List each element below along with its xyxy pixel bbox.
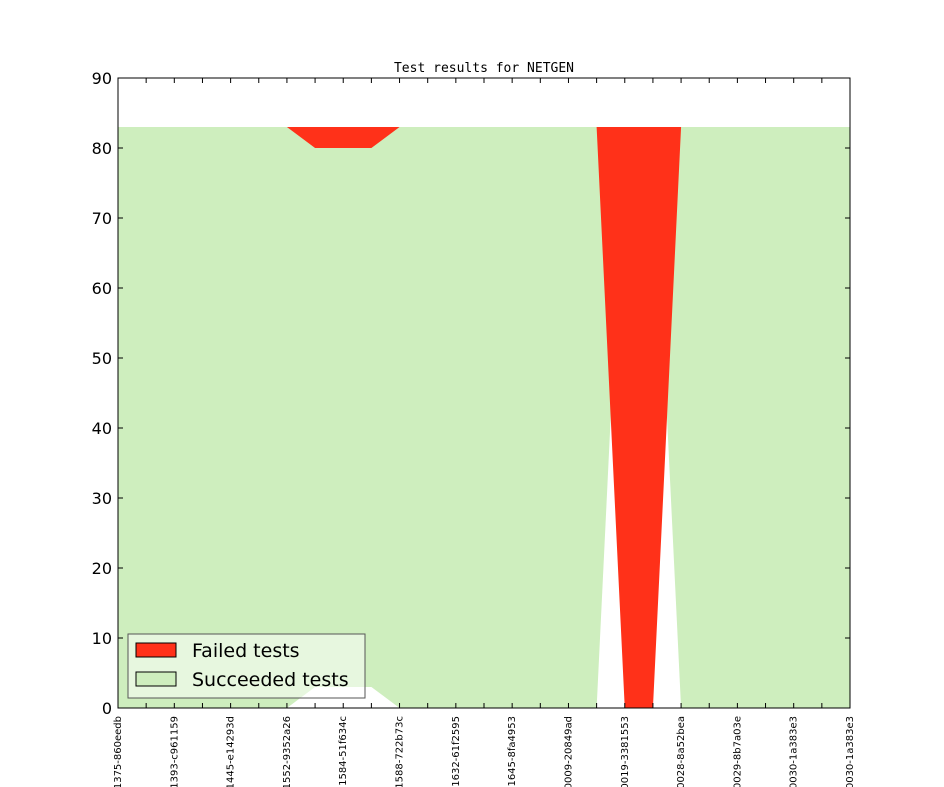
x-tick-label: 1632-61f2595 [451, 716, 462, 787]
y-tick-label: 90 [92, 69, 112, 88]
y-tick-label: 20 [92, 559, 112, 578]
x-tick-label: 0019-3381553 [620, 716, 631, 787]
x-tick-label: 0029-8b7a03e [732, 716, 743, 787]
y-tick-label: 10 [92, 629, 112, 648]
x-tick-label: 1375-860eedb [113, 716, 124, 787]
y-tick-label: 70 [92, 209, 112, 228]
legend-swatch [135, 642, 177, 658]
y-tick-label: 60 [92, 279, 112, 298]
x-tick-label: 0030-1a383e3 [845, 716, 856, 787]
x-tick-label: 1584-51f634c [338, 716, 349, 786]
x-tick-label: 0028-8a52bea [676, 716, 687, 787]
x-tick-label: 1645-8fa4953 [507, 716, 518, 787]
legend-label: Failed tests [192, 640, 300, 662]
y-tick-label: 0 [102, 699, 112, 718]
legend-label: Succeeded tests [192, 669, 349, 691]
x-tick-label: 1393-c961159 [169, 716, 180, 787]
x-tick-label: 0009-20849ad [563, 716, 574, 787]
x-tick-label: 1445-e14293d [226, 716, 237, 787]
y-axis: 0 10 20 30 40 50 60 70 80 90 [92, 69, 850, 718]
x-tick-label: 1588-722b73c [395, 716, 406, 787]
x-axis: 1375-860eedb 1393-c961159 1445-e14293d 1552… [113, 78, 856, 787]
x-tick-label: 1552-9352a26 [282, 716, 293, 787]
x-tick-label: 0030-1a383e3 [789, 716, 800, 787]
y-tick-label: 80 [92, 139, 112, 158]
y-tick-label: 30 [92, 489, 112, 508]
y-tick-label: 40 [92, 419, 112, 438]
legend-swatch [135, 671, 177, 687]
succeeded-tests-area [118, 127, 850, 708]
chart-title: Test results for NETGEN [394, 61, 574, 76]
legend: Failed tests Succeeded tests [127, 633, 366, 699]
y-tick-label: 50 [92, 349, 112, 368]
plot-area [117, 77, 851, 709]
failed-tests-area [118, 127, 850, 708]
